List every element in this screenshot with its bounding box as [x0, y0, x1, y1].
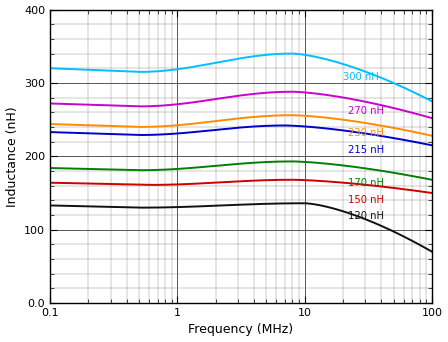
Text: 170 nH: 170 nH [348, 179, 384, 188]
Text: 120 nH: 120 nH [348, 211, 384, 222]
X-axis label: Frequency (MHz): Frequency (MHz) [189, 324, 293, 337]
Text: 300 nH: 300 nH [343, 72, 379, 82]
Text: 215 nH: 215 nH [348, 145, 384, 155]
Text: 230 nH: 230 nH [348, 128, 384, 138]
Text: 150 nH: 150 nH [348, 195, 384, 205]
Text: 270 nH: 270 nH [348, 106, 384, 116]
Y-axis label: Inductance (nH): Inductance (nH) [5, 106, 18, 207]
